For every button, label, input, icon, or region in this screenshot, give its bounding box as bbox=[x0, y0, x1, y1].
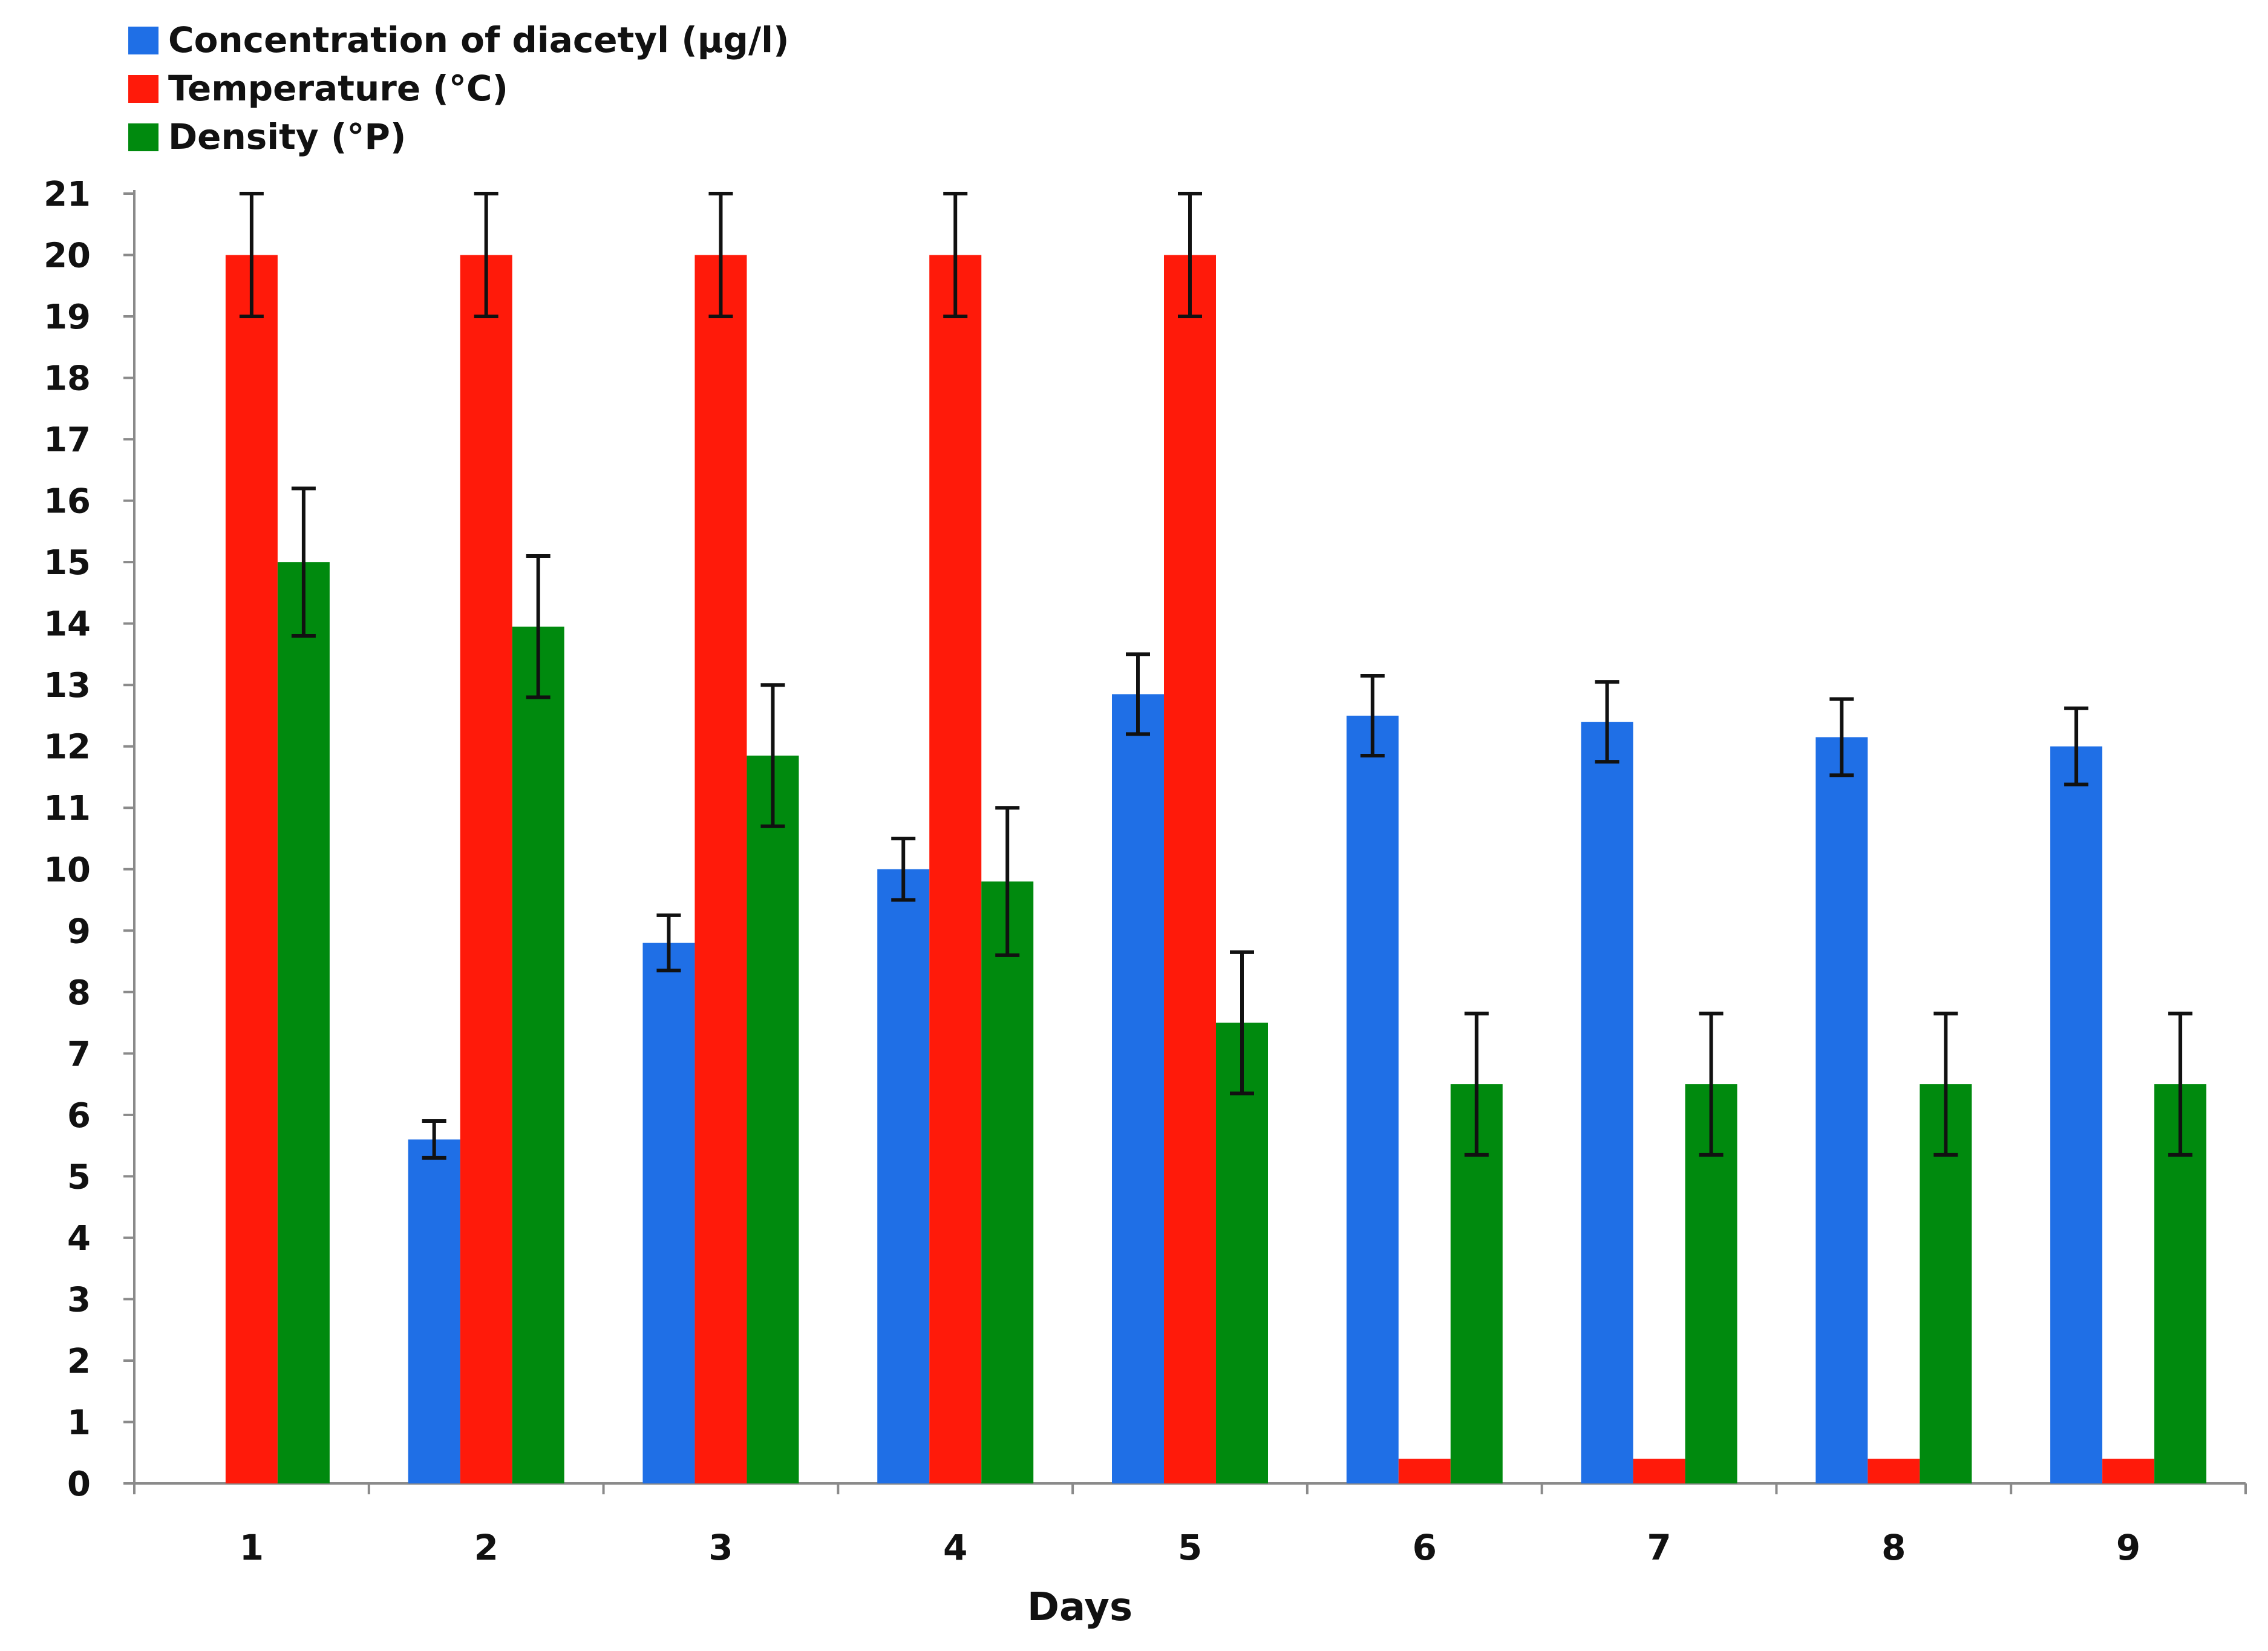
x-tick-label: 1 bbox=[240, 1527, 264, 1568]
y-tick-label: 1 bbox=[67, 1403, 91, 1442]
bar-series-2-day-6 bbox=[1398, 1459, 1451, 1483]
y-tick-label: 0 bbox=[67, 1465, 91, 1504]
error-bar bbox=[2064, 706, 2089, 786]
y-tick-label: 3 bbox=[67, 1280, 91, 1319]
bar-series-1-day-6 bbox=[1346, 715, 1399, 1483]
error-bar bbox=[708, 192, 733, 319]
x-axis: 1 2 3 4 5 6 7 8 9 bbox=[123, 1482, 2247, 1568]
bar-series-2-day-8 bbox=[1868, 1459, 1920, 1483]
y-tick-label: 13 bbox=[44, 666, 91, 705]
y-tick-label: 17 bbox=[44, 420, 91, 460]
y-tick-label: 7 bbox=[67, 1035, 91, 1074]
error-bar bbox=[1933, 1012, 1958, 1157]
bar-series-1-day-3 bbox=[642, 943, 695, 1483]
x-tick-label: 7 bbox=[1647, 1527, 1671, 1568]
bar-series-3-day-2 bbox=[512, 626, 564, 1483]
y-tick-label: 9 bbox=[67, 912, 91, 951]
y-tick-label: 4 bbox=[67, 1219, 91, 1258]
bar-series-2-day-7 bbox=[1633, 1459, 1685, 1483]
x-tick-label: 8 bbox=[1881, 1527, 1906, 1568]
bar-series-1-day-4 bbox=[877, 869, 930, 1483]
error-bar bbox=[656, 913, 681, 973]
error-bar bbox=[1230, 950, 1254, 1096]
bar-series-2-day-1 bbox=[225, 255, 278, 1483]
legend-label: Concentration of diacetyl (μg/l) bbox=[168, 19, 789, 60]
x-tick-label: 4 bbox=[943, 1527, 967, 1568]
error-bar bbox=[1699, 1012, 1724, 1157]
error-bar bbox=[760, 683, 785, 828]
x-tick-label: 2 bbox=[474, 1527, 498, 1568]
error-bar bbox=[1360, 673, 1385, 757]
error-bar bbox=[1595, 680, 1619, 764]
x-tick-label: 9 bbox=[2116, 1527, 2140, 1568]
error-bar bbox=[891, 837, 916, 902]
y-tick-label: 12 bbox=[44, 728, 91, 767]
y-tick-label: 8 bbox=[67, 973, 91, 1013]
legend-swatch bbox=[128, 123, 158, 151]
legend-swatch bbox=[128, 27, 158, 54]
error-bar bbox=[1178, 192, 1202, 319]
error-bar-group bbox=[239, 192, 2193, 1160]
x-tick-label: 5 bbox=[1178, 1527, 1202, 1568]
error-bar bbox=[1464, 1012, 1489, 1157]
bar-series-1-day-9 bbox=[2050, 746, 2103, 1483]
error-bar bbox=[291, 486, 316, 638]
error-bar bbox=[2168, 1012, 2193, 1157]
legend: Concentration of diacetyl (μg/l) Temperat… bbox=[128, 19, 789, 157]
y-tick-label: 18 bbox=[44, 359, 91, 399]
error-bar bbox=[1829, 697, 1854, 777]
y-tick-label: 14 bbox=[44, 605, 91, 644]
y-tick-label: 16 bbox=[44, 482, 91, 521]
error-bar bbox=[239, 192, 264, 319]
bar-series-3-day-4 bbox=[981, 881, 1034, 1483]
bar-series-3-day-1 bbox=[277, 562, 330, 1484]
bar-series-2-day-9 bbox=[2102, 1459, 2155, 1483]
x-tick-label: 6 bbox=[1413, 1527, 1437, 1568]
error-bar bbox=[1126, 652, 1150, 736]
bar-series-2-day-2 bbox=[460, 255, 512, 1483]
x-tick-label: 3 bbox=[708, 1527, 733, 1568]
bar-series-group bbox=[225, 255, 2207, 1484]
y-tick-label: 11 bbox=[44, 789, 91, 828]
x-axis-title: Days bbox=[1027, 1585, 1132, 1630]
y-tick-label: 21 bbox=[44, 175, 91, 214]
y-tick-label: 6 bbox=[67, 1096, 91, 1136]
bar-series-2-day-3 bbox=[694, 255, 747, 1483]
y-tick-label: 15 bbox=[44, 543, 91, 583]
legend-label: Density (°P) bbox=[168, 116, 406, 157]
error-bar bbox=[474, 192, 498, 319]
bar-series-1-day-8 bbox=[1815, 737, 1868, 1483]
bar-series-1-day-5 bbox=[1112, 694, 1164, 1483]
bar-series-1-day-2 bbox=[408, 1139, 460, 1483]
y-tick-label: 5 bbox=[67, 1157, 91, 1197]
bar-series-3-day-3 bbox=[747, 755, 799, 1483]
y-tick-label: 19 bbox=[44, 298, 91, 337]
error-bar bbox=[526, 554, 551, 699]
error-bar bbox=[995, 806, 1020, 957]
y-tick-label: 2 bbox=[67, 1342, 91, 1381]
bar-series-2-day-5 bbox=[1164, 255, 1216, 1483]
bar-series-1-day-7 bbox=[1581, 722, 1633, 1483]
bar-series-3-day-5 bbox=[1216, 1022, 1268, 1483]
y-tick-label: 20 bbox=[44, 237, 91, 276]
error-bar bbox=[943, 192, 968, 319]
bar-series-2-day-4 bbox=[929, 255, 982, 1483]
y-tick-label: 10 bbox=[44, 851, 91, 890]
legend-label: Temperature (°C) bbox=[168, 68, 508, 109]
legend-swatch bbox=[128, 75, 158, 103]
error-bar bbox=[422, 1119, 446, 1160]
